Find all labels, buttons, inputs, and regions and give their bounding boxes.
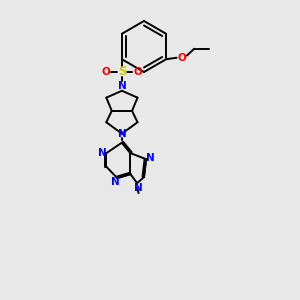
Text: O: O bbox=[177, 53, 186, 63]
Text: O: O bbox=[133, 67, 142, 77]
Text: N: N bbox=[146, 153, 155, 163]
Text: N: N bbox=[98, 148, 106, 158]
Text: S: S bbox=[118, 65, 126, 78]
Text: N: N bbox=[111, 177, 120, 187]
Text: N: N bbox=[134, 183, 143, 193]
Text: N: N bbox=[118, 81, 126, 91]
Text: N: N bbox=[118, 129, 126, 139]
Text: O: O bbox=[102, 67, 111, 77]
